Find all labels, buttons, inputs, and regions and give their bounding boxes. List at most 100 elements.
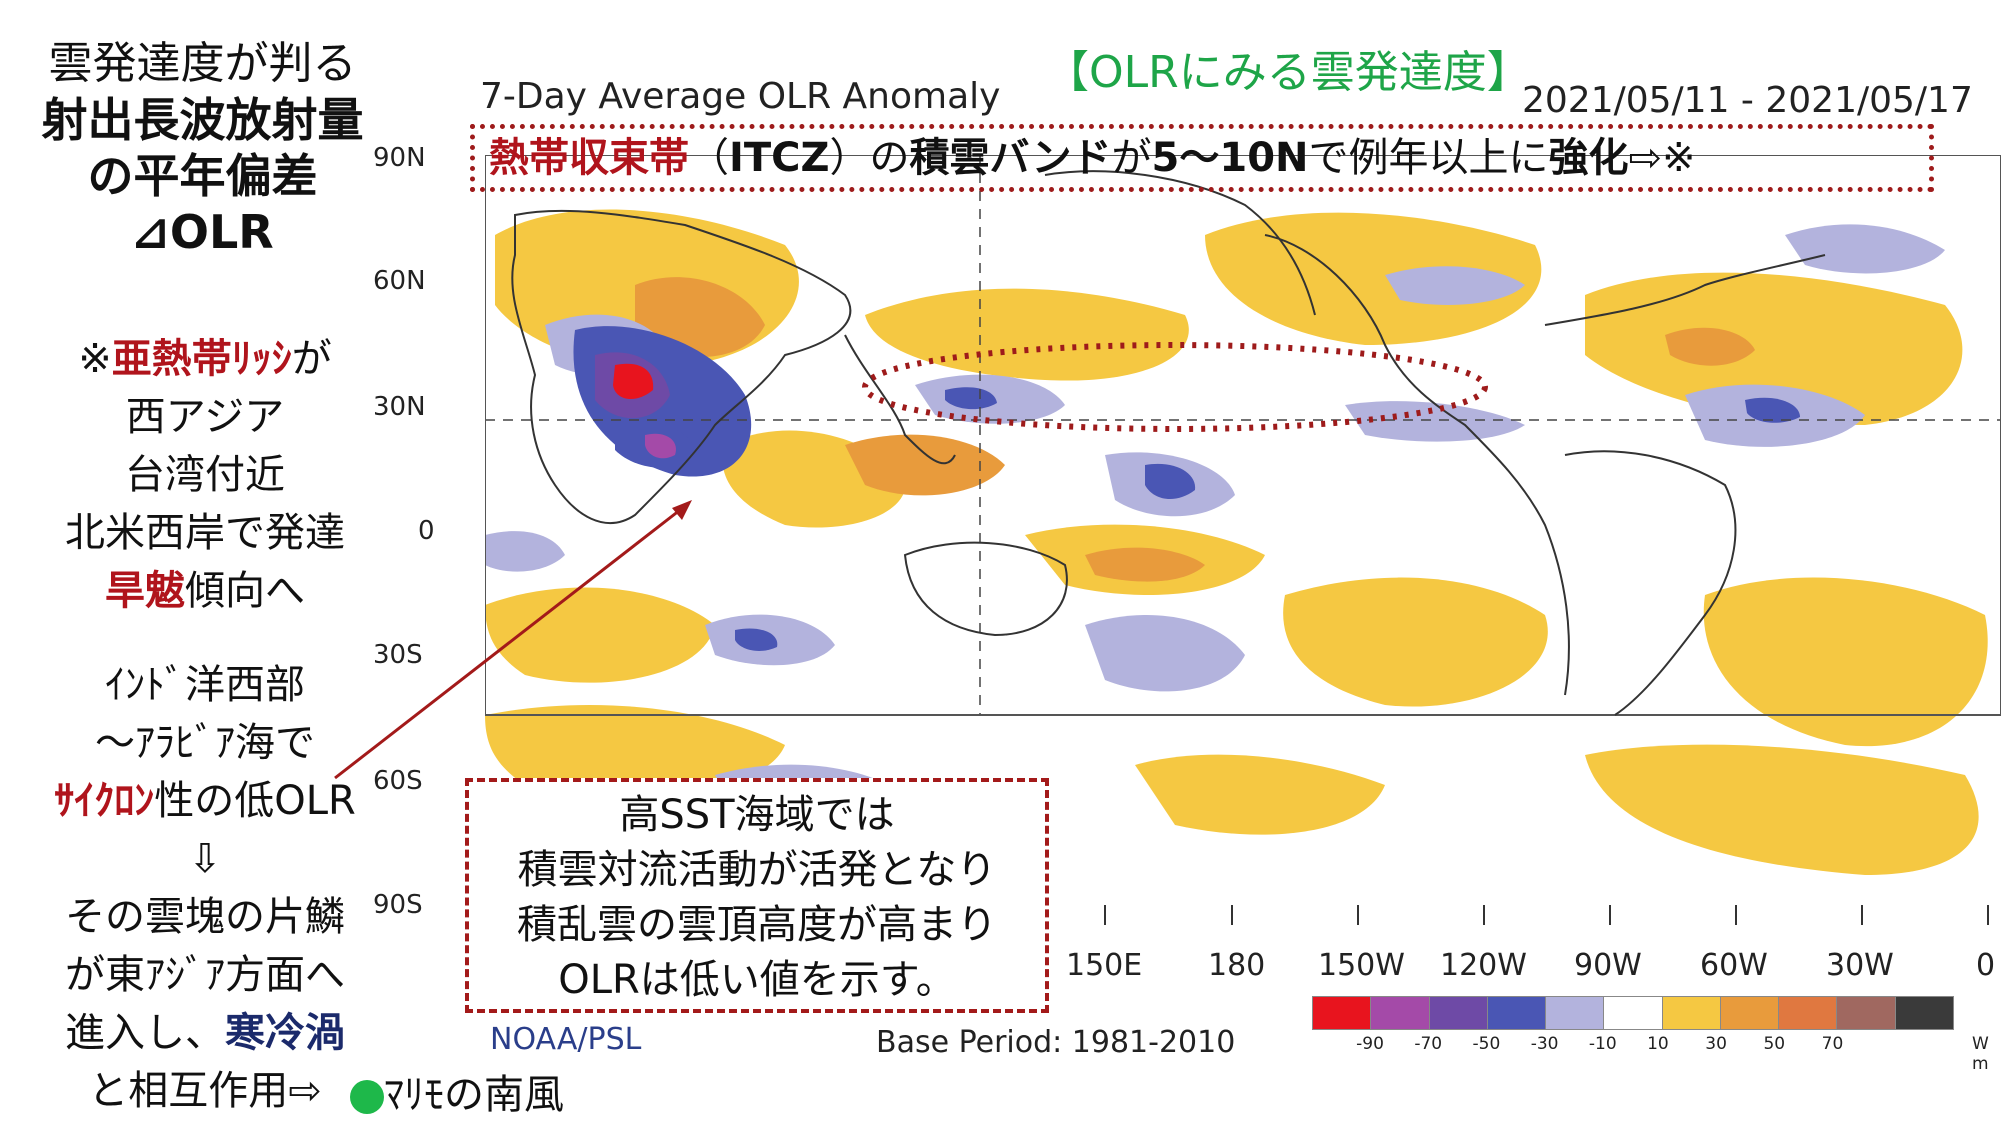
legend-tick-label: -90 xyxy=(1356,1034,1384,1054)
note-line11: 進入し、寒冷渦 xyxy=(20,1004,390,1062)
sst-line1: 高SST海域では xyxy=(619,792,895,838)
left-title-line1: 雲発達度が判る xyxy=(48,38,357,89)
lon-label-120w: 120W xyxy=(1440,948,1527,983)
note1-prefix: ※ xyxy=(78,336,112,382)
note-line12: と相互作用⇨ xyxy=(88,1068,322,1114)
legend-swatch xyxy=(1894,997,1953,1029)
lon-label-60w: 60W xyxy=(1700,948,1768,983)
lon-label-150w: 150W xyxy=(1318,948,1405,983)
itcz-highlight-ellipse xyxy=(862,342,1488,432)
north-pacific-rim xyxy=(1044,170,1316,316)
sst-line4: OLRは低い値を示す。 xyxy=(558,957,956,1003)
lon-label-150e: 150E xyxy=(1066,948,1143,983)
lon-label-30w: 30W xyxy=(1826,948,1894,983)
lon-ticks xyxy=(1104,905,1989,925)
legend-swatch xyxy=(1603,997,1662,1029)
map-frame xyxy=(485,155,2001,716)
sst-line2: 積雲対流活動が活発となり xyxy=(517,847,997,893)
green-dot-icon xyxy=(350,1080,384,1114)
legend-tick-label: 10 xyxy=(1647,1034,1669,1054)
note-line8: ｻｲｸﾛﾝ性の低OLR xyxy=(20,772,390,830)
note11-prefix: 進入し、 xyxy=(65,1010,225,1056)
left-title-line3: の平年偏差 xyxy=(87,149,318,203)
lat-label-30n: 30N xyxy=(373,392,426,422)
spacer xyxy=(20,620,390,656)
legend-tick-label: 70 xyxy=(1821,1034,1844,1054)
legend-tick-label: -10 xyxy=(1588,1034,1617,1054)
note1-suffix: が xyxy=(291,336,332,382)
date-range: 2021/05/11 - 2021/05/17 xyxy=(1522,80,1973,121)
note5-red: 旱魃 xyxy=(105,568,185,614)
itcz-part10: ⇨※ xyxy=(1628,135,1696,181)
legend-swatch xyxy=(1428,997,1487,1029)
americas-coast xyxy=(1264,234,1570,696)
africa-eurasia-coast xyxy=(511,209,852,525)
note-line9: その雲塊の片鱗 xyxy=(65,894,345,940)
lat-label-eq: 0 xyxy=(418,516,435,546)
itcz-part2: （ xyxy=(689,135,729,181)
legend-swatch xyxy=(1778,997,1837,1029)
itcz-part1: 熱帯収束帯 xyxy=(489,135,689,181)
legend-swatch xyxy=(1313,997,1371,1029)
coastlines xyxy=(511,170,1826,716)
legend-tick-label: -30 xyxy=(1530,1034,1559,1054)
lat-label-90n: 90N xyxy=(373,143,426,173)
note11-navy: 寒冷渦 xyxy=(225,1010,345,1056)
source-label: NOAA/PSL xyxy=(490,1022,642,1057)
note-line6: ｲﾝﾄﾞ洋西部 xyxy=(105,662,305,708)
itcz-part9: 強化 xyxy=(1548,135,1629,181)
map-graticule xyxy=(485,155,2001,716)
positive-anomaly-areas xyxy=(485,209,1988,875)
sst-line3: 積乱雲の雲頂高度が高まり xyxy=(517,902,997,948)
lon-label-90w: 90W xyxy=(1574,948,1642,983)
color-legend-bar xyxy=(1312,996,1954,1030)
legend-swatch xyxy=(1661,997,1720,1029)
se-asia-coast xyxy=(844,334,956,465)
note13-suffix: ﾏﾘﾓの南風 xyxy=(384,1072,564,1118)
legend-unit-label: W m xyxy=(1972,1034,1989,1074)
note-line5: 旱魃傾向へ xyxy=(20,562,390,620)
australia-coast xyxy=(903,541,1068,637)
note-line4: 北米西岸で発達 xyxy=(65,510,345,556)
lat-label-60s: 60S xyxy=(373,766,423,796)
itcz-part8: で例年以上に xyxy=(1308,135,1549,181)
itcz-annotation-box: 熱帯収束帯（ITCZ）の積雲バンドが5〜10Nで例年以上に強化⇨※ xyxy=(470,124,1934,192)
lon-label-180: 180 xyxy=(1208,948,1266,983)
lat-label-90s: 90S xyxy=(373,890,423,920)
note5-suffix: 傾向へ xyxy=(185,568,305,614)
lon-label-0: 0 xyxy=(1976,948,1996,983)
legend-tick-label: 30 xyxy=(1705,1034,1727,1054)
note8-red: ｻｲｸﾛﾝ xyxy=(54,778,155,824)
map-title: 7-Day Average OLR Anomaly xyxy=(480,76,1001,117)
note-line3: 台湾付近 xyxy=(125,452,285,498)
legend-tick-label: -50 xyxy=(1472,1034,1501,1054)
legend-tick-label: 50 xyxy=(1763,1034,1786,1054)
sst-annotation-box: 高SST海域では 積雲対流活動が活発となり 積乱雲の雲頂高度が高まり OLRは低… xyxy=(465,778,1049,1013)
color-legend-labels: -90 -70 -50 -30 -10 10 30 50 70 W m xyxy=(1312,1034,2001,1074)
base-period-label: Base Period: 1981-2010 xyxy=(876,1025,1236,1060)
lat-label-30s: 30S xyxy=(373,640,423,670)
legend-swatch xyxy=(1836,997,1895,1029)
north-america-east-coast xyxy=(1544,254,1826,326)
note8-suffix: 性の低OLR xyxy=(154,778,356,824)
note-line13: ﾏﾘﾓの南風 xyxy=(350,1062,564,1120)
legend-tick-label: -70 xyxy=(1414,1034,1443,1054)
legend-swatch xyxy=(1486,997,1546,1029)
note-line1: ※亜熱帯ﾘｯｼが xyxy=(20,330,390,388)
note1-red: 亜熱帯ﾘｯｼ xyxy=(111,336,292,382)
itcz-part4: ）の xyxy=(829,135,910,181)
left-notes-block: ※亜熱帯ﾘｯｼが 西アジア 台湾付近 北米西岸で発達 旱魃傾向へ ｲﾝﾄﾞ洋西部… xyxy=(20,330,390,1120)
left-title-line4: ⊿OLR xyxy=(131,205,274,259)
itcz-part7: 5〜10N xyxy=(1151,135,1309,181)
note-line2: 西アジア xyxy=(125,394,285,440)
note-line10: が東ｱｼﾞｱ方面へ xyxy=(65,952,345,998)
legend-swatch xyxy=(1719,997,1779,1029)
legend-swatch xyxy=(1545,997,1604,1029)
lat-label-60n: 60N xyxy=(373,266,426,296)
green-heading: 【OLRにみる雲発達度】 xyxy=(1045,47,1531,98)
legend-swatch xyxy=(1370,997,1429,1029)
down-arrow: ⇩ xyxy=(188,836,222,882)
itcz-part6: が xyxy=(1111,135,1152,181)
left-title-line2: 射出長波放射量 xyxy=(41,93,364,147)
itcz-part3: ITCZ xyxy=(729,135,830,181)
